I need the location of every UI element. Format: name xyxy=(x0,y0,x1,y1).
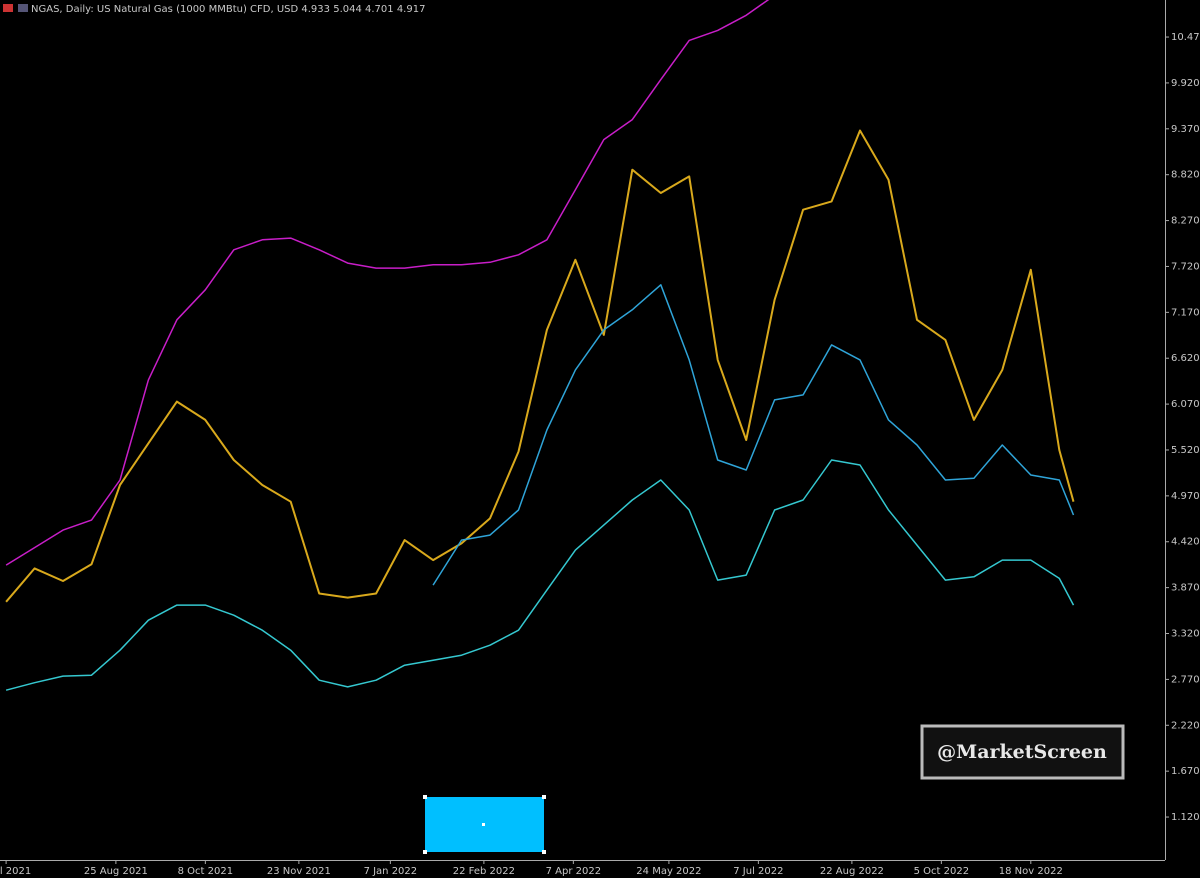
y-tick-label: 2.770 xyxy=(1171,674,1200,685)
x-tick-label: 18 Nov 2022 xyxy=(999,866,1063,877)
y-tick-label: 10.470 xyxy=(1171,32,1200,43)
plot-area xyxy=(5,0,1075,691)
watermark: @MarketScreen xyxy=(937,741,1107,763)
y-tick-label: 3.870 xyxy=(1171,583,1200,594)
header: NGAS, Daily: US Natural Gas (1000 MMBtu)… xyxy=(3,4,425,15)
selection-object[interactable] xyxy=(423,795,546,854)
x-tick-label: 22 Aug 2022 xyxy=(820,866,884,877)
y-tick-label: 8.820 xyxy=(1171,170,1200,181)
chart-icon xyxy=(18,4,28,12)
x-tick-label: 7 Jul 2022 xyxy=(733,866,783,877)
y-tick-label: 1.120 xyxy=(1171,812,1200,823)
x-tick-label: 2 Jul 2021 xyxy=(0,866,31,877)
x-tick-label: 22 Feb 2022 xyxy=(453,866,515,877)
series-line xyxy=(5,129,1075,603)
y-tick-label: 1.670 xyxy=(1171,766,1200,777)
flag-icon xyxy=(3,4,13,12)
series-line xyxy=(5,459,1075,691)
series-line xyxy=(432,284,1075,586)
y-tick-label: 4.970 xyxy=(1171,491,1200,502)
x-tick-label: 8 Oct 2021 xyxy=(178,866,233,877)
handle[interactable] xyxy=(482,823,485,826)
y-tick-label: 5.520 xyxy=(1171,445,1200,456)
x-tick-label: 25 Aug 2021 xyxy=(84,866,148,877)
watermark-frame xyxy=(920,724,1125,780)
handle[interactable] xyxy=(423,795,427,799)
y-tick-label: 7.170 xyxy=(1171,307,1200,318)
y-tick-label: 9.370 xyxy=(1171,124,1200,135)
handle[interactable] xyxy=(542,795,546,799)
y-tick-label: 6.620 xyxy=(1171,353,1200,364)
chart-title: NGAS, Daily: US Natural Gas (1000 MMBtu)… xyxy=(31,4,425,15)
watermark-box: @MarketScreen xyxy=(920,724,1125,780)
x-tick-label: 23 Nov 2021 xyxy=(267,866,331,877)
y-tick-label: 4.420 xyxy=(1171,537,1200,548)
x-tick-label: 24 May 2022 xyxy=(636,866,701,877)
y-tick-label: 2.220 xyxy=(1171,720,1200,731)
handle[interactable] xyxy=(423,850,427,854)
y-tick-label: 9.920 xyxy=(1171,78,1200,89)
handle[interactable] xyxy=(542,850,546,854)
y-tick-label: 3.320 xyxy=(1171,629,1200,640)
y-tick-label: 8.270 xyxy=(1171,216,1200,227)
x-tick-label: 5 Oct 2022 xyxy=(914,866,969,877)
y-tick-label: 7.720 xyxy=(1171,261,1200,272)
x-tick-label: 7 Apr 2022 xyxy=(546,866,601,877)
x-tick-label: 7 Jan 2022 xyxy=(364,866,418,877)
series-line xyxy=(5,0,770,566)
y-tick-label: 6.070 xyxy=(1171,399,1200,410)
